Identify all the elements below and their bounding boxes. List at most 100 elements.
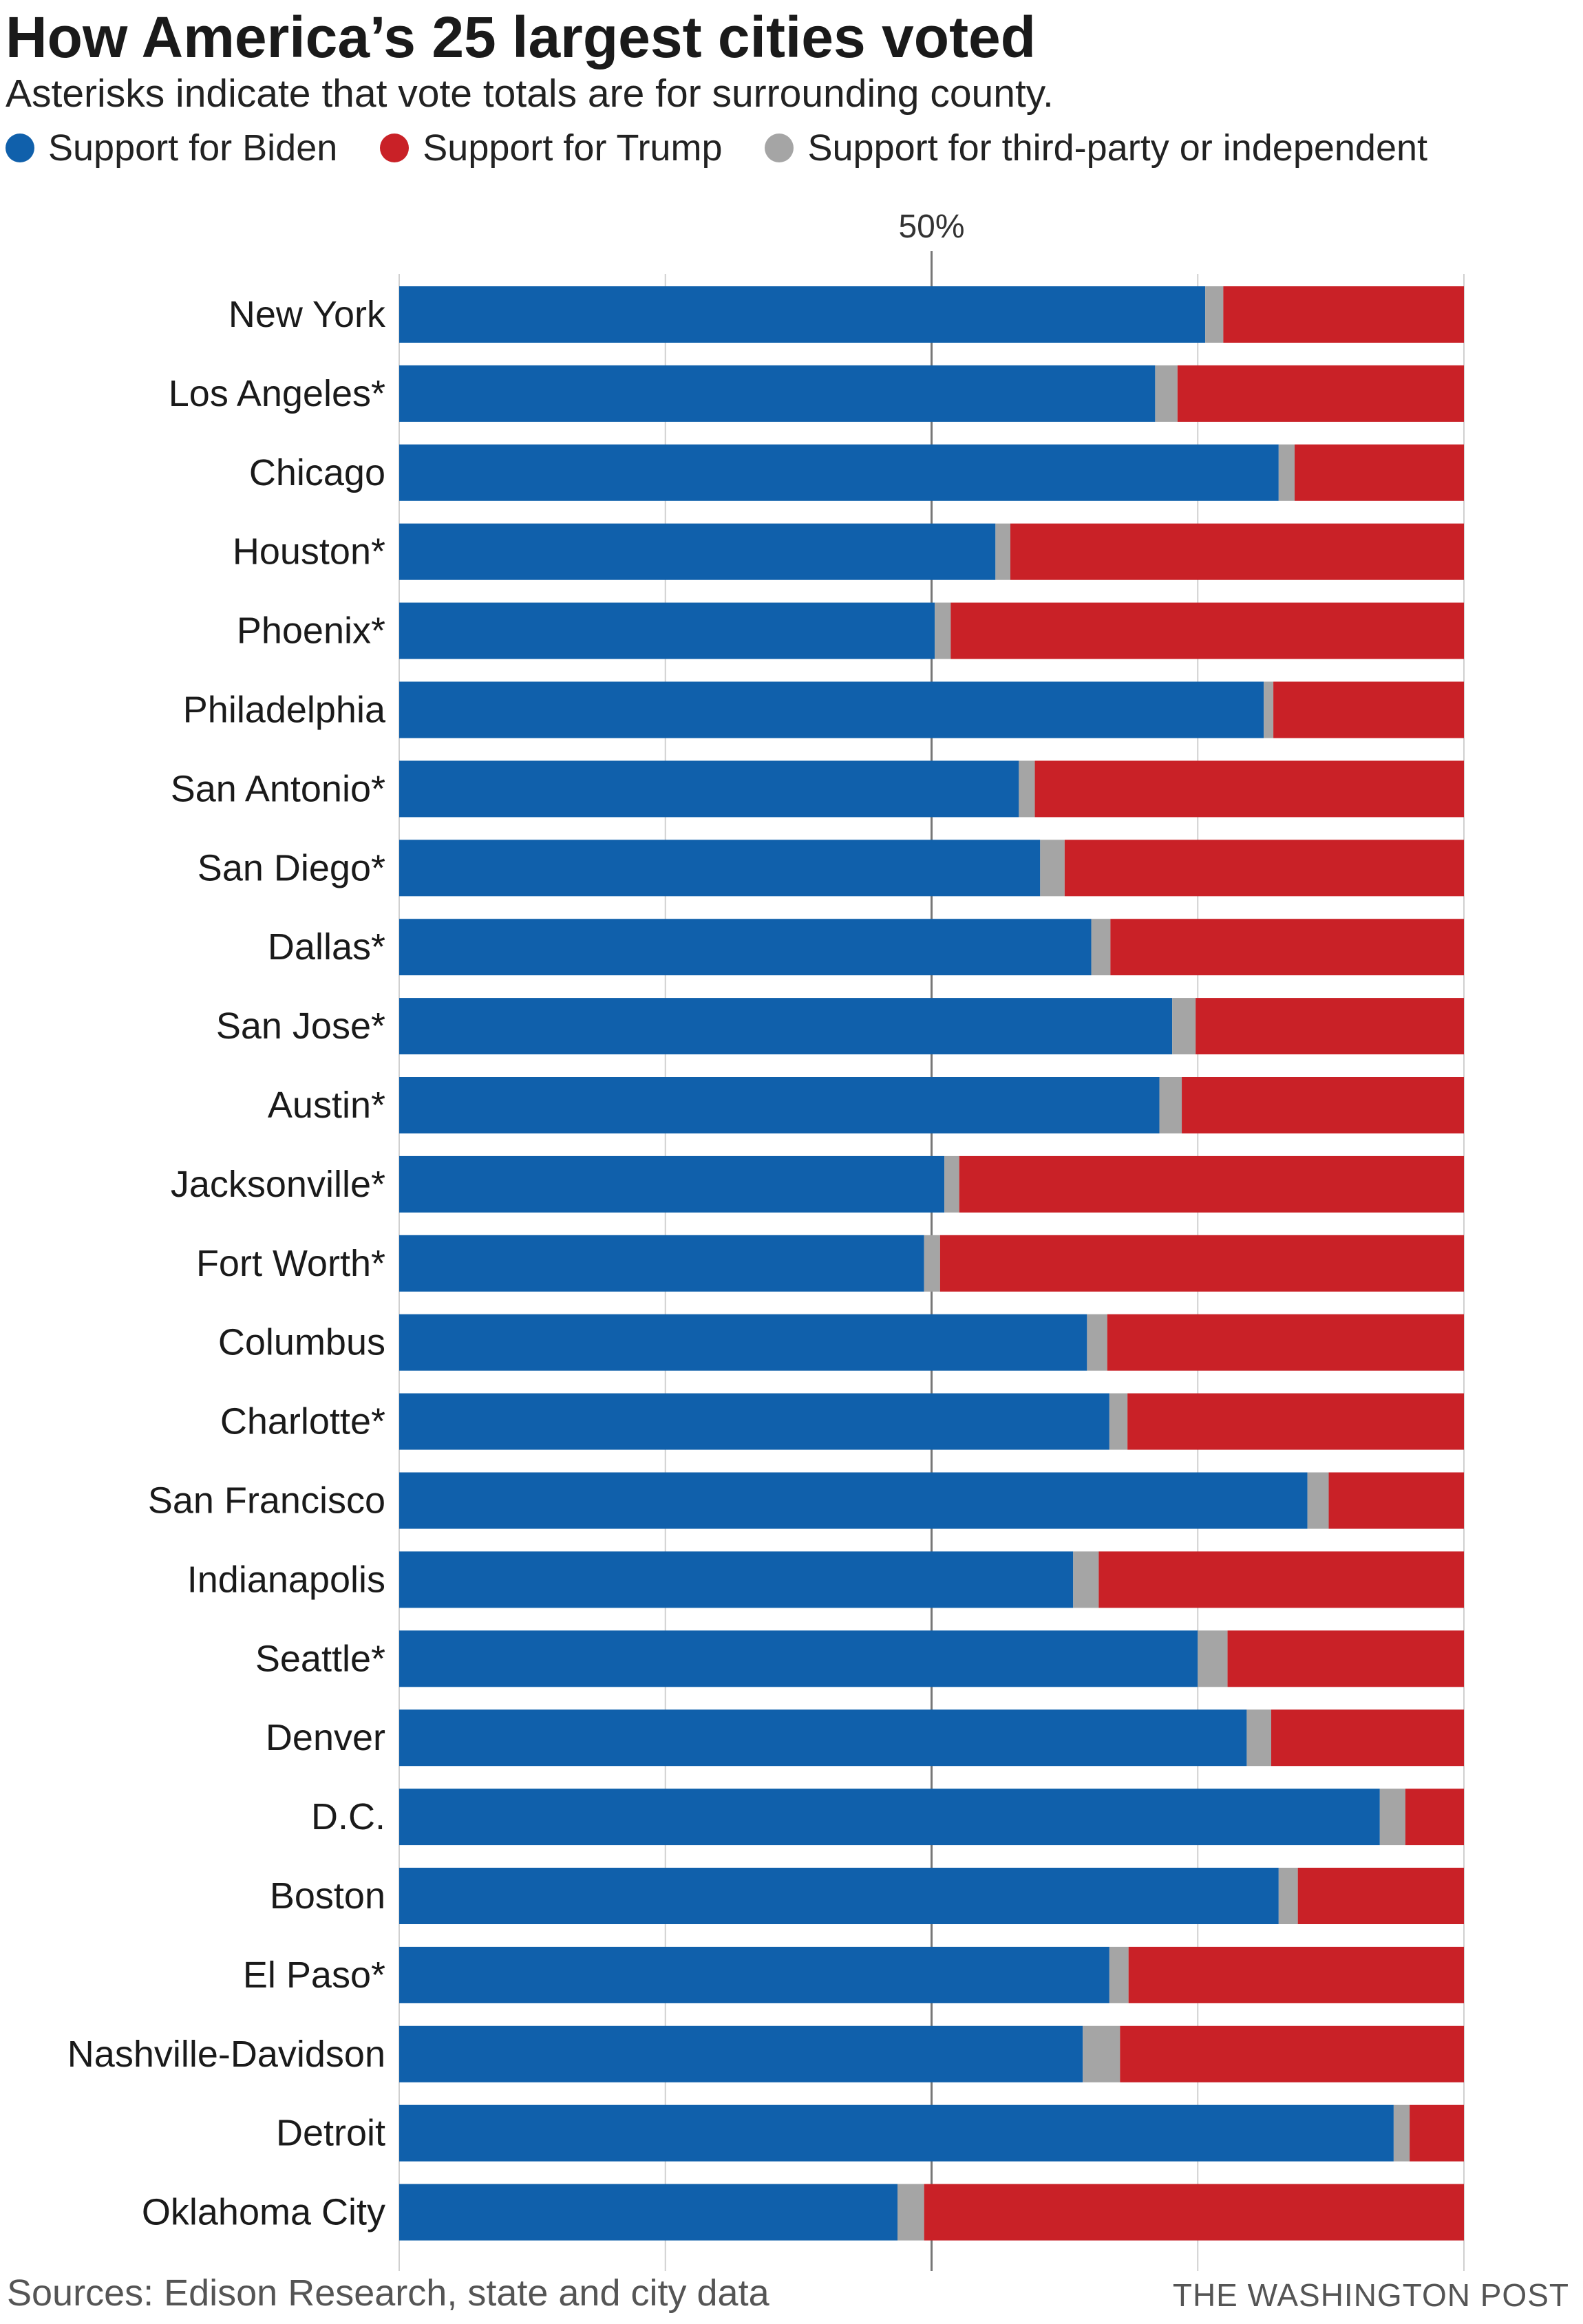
bar-biden bbox=[399, 760, 1019, 818]
bar-biden bbox=[399, 2104, 1394, 2162]
category-label: Jacksonville* bbox=[171, 1164, 385, 1205]
category-label: New York bbox=[229, 294, 386, 335]
bar-third-party bbox=[935, 602, 951, 659]
bar-trump bbox=[1127, 1393, 1464, 1450]
legend-label-third-party: Support for third-party or independent bbox=[807, 127, 1428, 169]
bar-trump bbox=[1410, 2104, 1464, 2162]
bar-trump bbox=[959, 1155, 1464, 1213]
category-label: San Antonio* bbox=[171, 768, 385, 809]
category-label: San Jose* bbox=[216, 1005, 385, 1047]
bar-third-party bbox=[1040, 840, 1065, 897]
bar-third-party bbox=[1278, 444, 1295, 501]
category-label: Nashville-Davidson bbox=[67, 2034, 385, 2075]
legend-item-trump: Support for Trump bbox=[380, 127, 722, 169]
category-label: Indianapolis bbox=[187, 1559, 385, 1600]
bar-third-party bbox=[1087, 1314, 1107, 1371]
legend-item-third-party: Support for third-party or independent bbox=[765, 127, 1427, 169]
bar-trump bbox=[1405, 1789, 1464, 1846]
bar-third-party bbox=[1278, 1868, 1298, 1924]
bar-biden bbox=[399, 1630, 1198, 1687]
bar-trump bbox=[1271, 1709, 1464, 1767]
chart-subtitle: Asterisks indicate that vote totals are … bbox=[6, 72, 1054, 116]
category-label: Chicago bbox=[249, 452, 385, 493]
category-label: Houston* bbox=[233, 531, 385, 573]
bar-third-party bbox=[1091, 919, 1111, 976]
bar-third-party bbox=[1159, 1077, 1182, 1133]
category-label: Oklahoma City bbox=[142, 2192, 385, 2233]
bar-third-party bbox=[1205, 286, 1224, 343]
bar-biden bbox=[399, 1789, 1380, 1846]
legend-label-trump: Support for Trump bbox=[423, 127, 723, 169]
bar-trump bbox=[924, 2184, 1464, 2241]
bar-third-party bbox=[1307, 1472, 1329, 1529]
category-label: El Paso* bbox=[243, 1954, 385, 1996]
bar-biden bbox=[399, 365, 1156, 422]
bar-third-party bbox=[1172, 998, 1196, 1055]
legend-swatch-trump bbox=[380, 134, 410, 162]
bar-third-party bbox=[944, 1155, 959, 1213]
chart-legend: Support for Biden Support for Trump Supp… bbox=[6, 122, 1470, 173]
bar-trump bbox=[1328, 1472, 1464, 1529]
bar-third-party bbox=[1198, 1630, 1228, 1687]
chart-title: How America’s 25 largest cities voted bbox=[6, 5, 1037, 70]
bar-third-party bbox=[1246, 1709, 1271, 1767]
category-label: Detroit bbox=[276, 2113, 385, 2154]
category-label: Columbus bbox=[218, 1322, 385, 1363]
legend-swatch-biden bbox=[6, 134, 34, 162]
category-label: San Diego* bbox=[198, 847, 385, 888]
bar-biden bbox=[399, 444, 1279, 501]
category-label: Philadelphia bbox=[183, 690, 386, 731]
bar-biden bbox=[399, 1709, 1247, 1767]
bar-third-party bbox=[1379, 1789, 1405, 1846]
bar-trump bbox=[1120, 2025, 1464, 2082]
category-label: Phoenix* bbox=[237, 610, 385, 652]
bar-trump bbox=[1110, 919, 1464, 976]
bar-third-party bbox=[1155, 365, 1178, 422]
bar-biden bbox=[399, 1551, 1074, 1608]
category-label: Dallas* bbox=[268, 926, 385, 968]
bar-trump bbox=[1273, 681, 1464, 738]
bar-third-party bbox=[1264, 681, 1274, 738]
legend-swatch-third-party bbox=[765, 134, 794, 162]
bar-biden bbox=[399, 1868, 1279, 1924]
category-label: Denver bbox=[266, 1717, 385, 1758]
bar-trump bbox=[1010, 523, 1464, 580]
x-tick-label: 50% bbox=[898, 209, 964, 245]
bar-biden bbox=[399, 1472, 1308, 1529]
legend-label-biden: Support for Biden bbox=[48, 127, 338, 169]
bar-biden bbox=[399, 1314, 1087, 1371]
bar-biden bbox=[399, 1155, 945, 1213]
bar-third-party bbox=[1109, 1946, 1129, 2003]
bar-trump bbox=[1196, 998, 1464, 1055]
bar-trump bbox=[1227, 1630, 1464, 1687]
bar-trump bbox=[1107, 1314, 1464, 1371]
bar-biden bbox=[399, 840, 1041, 897]
bar-third-party bbox=[1109, 1393, 1128, 1450]
category-label: D.C. bbox=[311, 1796, 385, 1837]
publisher-credit: THE WASHINGTON POST bbox=[1172, 2277, 1569, 2313]
bar-third-party bbox=[1393, 2104, 1410, 2162]
bar-third-party bbox=[1019, 760, 1035, 818]
bar-trump bbox=[950, 602, 1464, 659]
bar-biden bbox=[399, 286, 1206, 343]
category-label: San Francisco bbox=[148, 1480, 385, 1522]
category-label: Charlotte* bbox=[220, 1401, 385, 1442]
source-note: Sources: Edison Research, state and city… bbox=[7, 2272, 769, 2314]
bar-biden bbox=[399, 681, 1264, 738]
bar-trump bbox=[1297, 1868, 1464, 1924]
category-label: Boston bbox=[270, 1875, 385, 1917]
bar-third-party bbox=[897, 2184, 924, 2241]
bar-biden bbox=[399, 919, 1092, 976]
bar-biden bbox=[399, 2025, 1083, 2082]
bar-biden bbox=[399, 998, 1173, 1055]
bar-trump bbox=[1182, 1077, 1464, 1133]
bar-biden bbox=[399, 602, 935, 659]
bar-biden bbox=[399, 1946, 1109, 2003]
bar-trump bbox=[1098, 1551, 1464, 1608]
bar-trump bbox=[1128, 1946, 1464, 2003]
bar-biden bbox=[399, 1393, 1109, 1450]
bar-trump bbox=[1223, 286, 1464, 343]
bar-biden bbox=[399, 1235, 924, 1292]
bar-third-party bbox=[995, 523, 1010, 580]
